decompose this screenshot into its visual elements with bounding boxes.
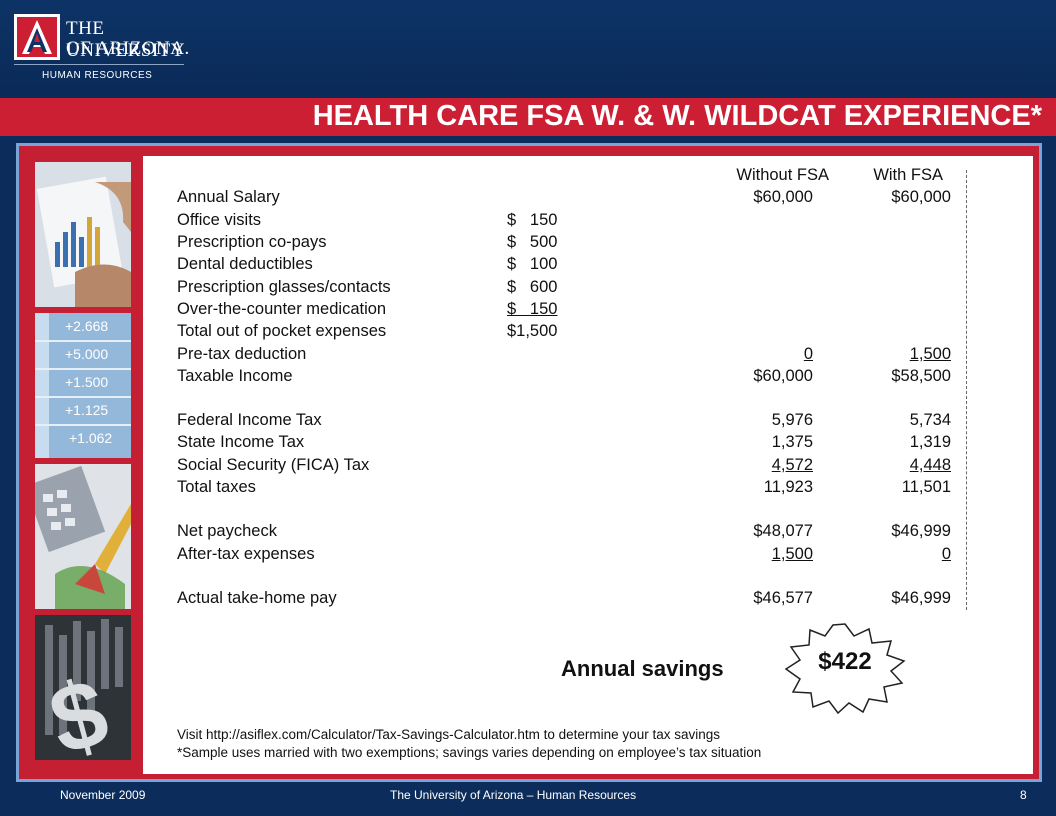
header-bar: THE UNIVERSITY OF ARIZONA. HUMAN RESOURC… [0, 0, 1056, 100]
value-without: 4,572 [771, 456, 813, 474]
value-without: $48,077 [753, 522, 813, 540]
footer-org: The University of Arizona – Human Resour… [390, 788, 637, 802]
logo-text-line3: HUMAN RESOURCES [42, 70, 153, 81]
row-label: After-tax expenses [177, 545, 315, 563]
footer-page-number: 8 [1020, 788, 1027, 802]
savings-amount: $422 [818, 648, 872, 675]
value-with: 4,448 [909, 456, 951, 474]
row-label: Over-the-counter medication [177, 300, 387, 318]
block-a-logo-icon [14, 14, 60, 60]
table-panel: Without FSA With FSA Annual Salary $60,0… [143, 156, 1033, 774]
expense-value: $ 600 [507, 278, 558, 296]
chart-photo-image [35, 162, 131, 307]
row-label: Taxable Income [177, 367, 293, 385]
expense-value: $ 100 [507, 255, 558, 273]
value-with: 0 [941, 545, 951, 563]
ticker-photo-image: +2.668 +5.000 +1.500 +1.125 +1.062 [35, 313, 131, 458]
expense-value: $ 150 [507, 211, 558, 229]
ticker-value-3: +1.500 [65, 374, 108, 390]
title-banner: HEALTH CARE FSA W. & W. WILDCAT EXPERIEN… [0, 98, 1056, 136]
page-title: HEALTH CARE FSA W. & W. WILDCAT EXPERIEN… [312, 100, 1042, 132]
value-without: $46,577 [753, 589, 813, 607]
row-label: Dental deductibles [177, 255, 313, 273]
footer-date: November 2009 [60, 788, 146, 802]
value-without: 5,976 [771, 411, 813, 429]
calculator-link-note[interactable]: Visit http://asiflex.com/Calculator/Tax-… [177, 727, 720, 742]
row-label: Prescription glasses/contacts [177, 278, 391, 296]
starburst-icon [784, 623, 906, 715]
row-label: Total taxes [177, 478, 256, 496]
row-label: Net paycheck [177, 522, 277, 540]
expense-total: $1,500 [507, 322, 558, 340]
row-label: Social Security (FICA) Tax [177, 456, 370, 474]
value-with: 11,501 [901, 478, 951, 496]
value-with: 5,734 [909, 411, 951, 429]
header-with-fsa: With FSA [873, 166, 943, 184]
row-label: Prescription co-pays [177, 233, 327, 251]
value-with: 1,319 [909, 433, 951, 451]
value-without: 0 [803, 345, 813, 363]
logo-text-line1: THE UNIVERSITY [66, 18, 185, 61]
ticker-value-1: +2.668 [65, 318, 108, 334]
ticker-value-5: +1.062 [69, 430, 112, 446]
row-label: State Income Tax [177, 433, 305, 451]
row-label: Federal Income Tax [177, 411, 322, 429]
row-label: Actual take-home pay [177, 589, 337, 607]
expense-value: $ 500 [507, 233, 558, 251]
header-without-fsa: Without FSA [736, 166, 829, 184]
value-without: $60,000 [753, 367, 813, 385]
sample-footnote: *Sample uses married with two exemptions… [177, 745, 762, 760]
row-label: Total out of pocket expenses [177, 322, 387, 340]
logo-text-line2: OF ARIZONA. [66, 38, 190, 59]
calculator-photo-image [35, 464, 131, 609]
value-without: 1,375 [771, 433, 813, 451]
value-with: 1,500 [909, 345, 951, 363]
content-frame: +2.668 +5.000 +1.500 +1.125 +1.062 [16, 143, 1042, 782]
row-label: Annual Salary [177, 188, 280, 206]
value-with: $58,500 [891, 367, 951, 385]
row-label: Pre-tax deduction [177, 345, 307, 363]
logo-rule [14, 64, 184, 65]
dollar-sign-photo-image: $ [35, 615, 131, 760]
value-without: 1,500 [771, 545, 813, 563]
row-label: Office visits [177, 211, 262, 229]
ticker-value-4: +1.125 [65, 402, 108, 418]
expense-value: $ 150 [507, 300, 558, 318]
value-without: $60,000 [753, 188, 813, 206]
value-with: $46,999 [891, 522, 951, 540]
value-with: $60,000 [891, 188, 951, 206]
university-logo[interactable]: THE UNIVERSITY OF ARIZONA. HUMAN RESOURC… [14, 14, 194, 86]
column-divider [966, 170, 967, 610]
value-without: 11,923 [763, 478, 813, 496]
annual-savings-label: Annual savings [561, 656, 724, 681]
value-with: $46,999 [891, 589, 951, 607]
ticker-value-2: +5.000 [65, 346, 108, 362]
